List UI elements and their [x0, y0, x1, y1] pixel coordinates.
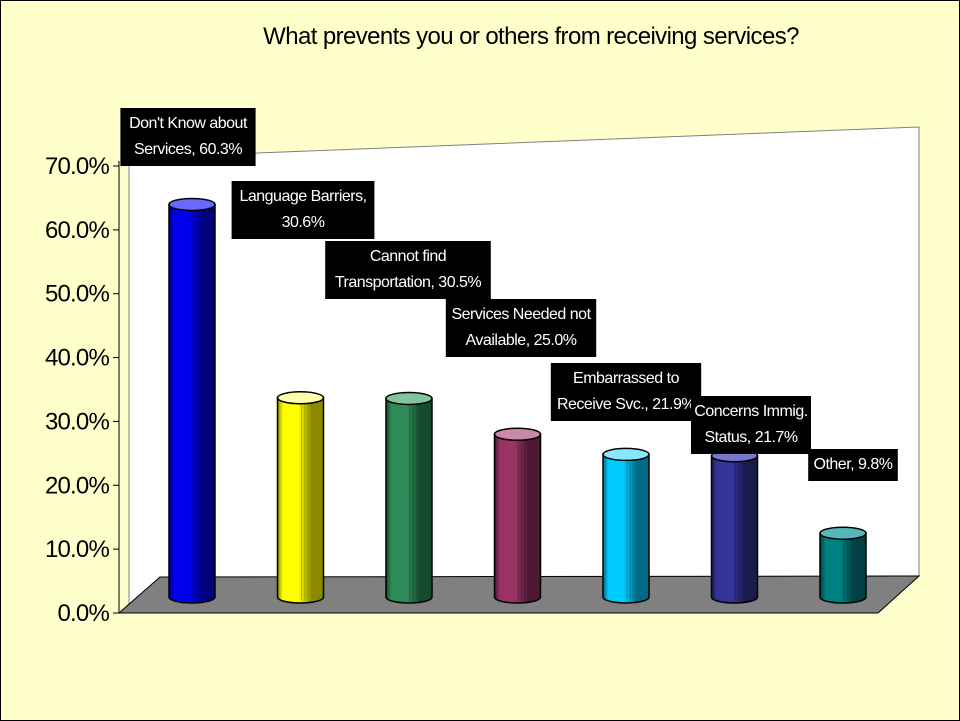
- data-label-text: Services, 60.3%: [134, 141, 242, 158]
- data-label-2: Language Barriers, 30.6%: [231, 181, 375, 239]
- bar-body: [710, 454, 759, 604]
- data-label-box: [550, 363, 702, 421]
- bar-body: [385, 397, 433, 604]
- chart-title: What prevents you or others from receivi…: [263, 23, 799, 50]
- bar-body: [819, 532, 867, 604]
- data-label-text: Receive Svc., 21.9%: [557, 396, 695, 413]
- y-tick-label: 20.0%: [45, 472, 110, 499]
- bar-top: [493, 427, 542, 441]
- y-tick-label: 40.0%: [45, 345, 110, 372]
- data-label-box: [120, 108, 256, 166]
- y-tick-label: 10.0%: [45, 536, 110, 563]
- bar-top: [168, 197, 216, 212]
- bar-6: [710, 448, 759, 604]
- bar-4: [493, 427, 542, 604]
- bar-top: [276, 391, 325, 405]
- data-label-text: Language Barriers,: [239, 188, 366, 205]
- data-label-text: Cannot find: [370, 248, 446, 265]
- data-label-6: Concerns Immig. Status, 21.7%: [691, 396, 811, 454]
- data-label-text: Don't Know about: [129, 115, 248, 132]
- y-tick-label: 30.0%: [45, 408, 110, 435]
- data-label-box: [325, 241, 491, 299]
- data-label-box: [808, 449, 898, 481]
- bar-5: [602, 447, 650, 604]
- bar-body: [276, 397, 325, 604]
- data-label-text: Available, 25.0%: [466, 332, 577, 349]
- data-label-4: Services Needed not Available, 25.0%: [445, 299, 597, 357]
- bar-series: [168, 197, 867, 604]
- bar-top: [602, 447, 650, 462]
- data-labels: Don't Know about Services, 60.3% Language …: [120, 108, 898, 481]
- y-axis-ticks: 0.0% 10.0% 20.0% 30.0% 40.0% 50.0% 60.0% 70.0%: [45, 153, 119, 627]
- bar-body: [493, 433, 542, 604]
- data-label-text: Transportation, 30.5%: [335, 274, 482, 291]
- data-label-text: 30.6%: [282, 214, 325, 231]
- data-label-1: Don't Know about Services, 60.3%: [120, 108, 256, 166]
- data-label-text: Status, 21.7%: [704, 429, 797, 446]
- bar-body: [168, 203, 216, 604]
- bar-1: [168, 197, 216, 604]
- data-label-5: Embarrassed to Receive Svc., 21.9%: [550, 363, 702, 421]
- data-label-box: [231, 181, 375, 239]
- data-label-text: Embarrassed to: [573, 370, 680, 387]
- data-label-text: Concerns Immig.: [694, 403, 807, 420]
- data-label-text: Other, 9.8%: [814, 456, 893, 473]
- data-label-box: [691, 396, 811, 454]
- data-label-3: Cannot find Transportation, 30.5%: [325, 241, 491, 299]
- y-tick-label: 70.0%: [45, 153, 110, 180]
- bar-top: [819, 526, 867, 540]
- data-label-7: Other, 9.8%: [808, 449, 898, 481]
- y-tick-label: 0.0%: [57, 600, 109, 627]
- data-label-text: Services Needed not: [451, 306, 591, 323]
- bar-3: [385, 391, 433, 604]
- y-tick-label: 50.0%: [45, 281, 110, 308]
- data-label-box: [445, 299, 597, 357]
- bar-2: [276, 391, 325, 604]
- bar-7: [819, 526, 867, 604]
- y-tick-label: 60.0%: [45, 217, 110, 244]
- bar-body: [602, 453, 650, 604]
- bar-top: [385, 391, 433, 406]
